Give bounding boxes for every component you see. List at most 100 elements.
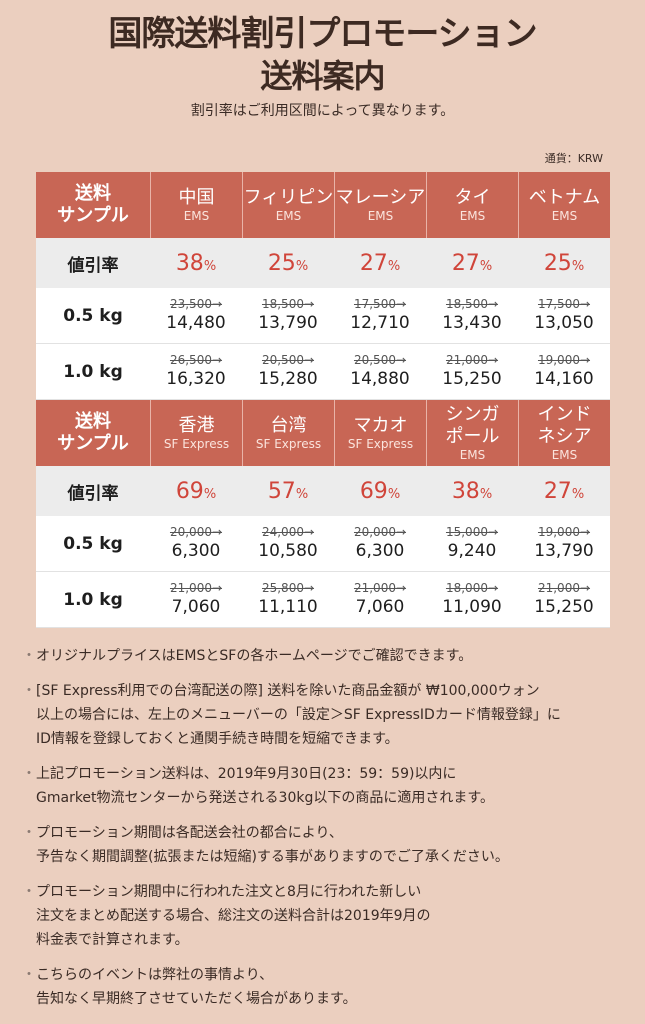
original-price: 15,000→ [445, 525, 499, 539]
discount-rate-cell: 27% [518, 466, 610, 516]
table-row: 0.5 kg 20,000→ 6,300 24,000→ 10,580 20,000→ 6,… [36, 516, 610, 572]
original-price: 20,500→ [353, 353, 407, 367]
list-item: ・プロモーション期間は各配送会社の都合により、 予告なく期間調整(拡張または短縮)… [22, 821, 622, 869]
list-item: ・プロモーション期間中に行われた注文と8月に行われた新しい 注文をまとめ配送する場… [22, 880, 622, 952]
price-cell: 21,000→ 7,060 [150, 572, 242, 627]
price-cell: 21,000→ 15,250 [518, 572, 610, 627]
table-header-row: 送料 サンプル 香港 SF Express 台湾 SF Express マカオ SF Expr… [36, 400, 610, 466]
carrier-name: EMS [551, 448, 578, 462]
original-price: 21,000→ [169, 581, 223, 595]
carrier-name: EMS [183, 209, 210, 223]
discounted-price: 13,790 [258, 313, 318, 333]
destination-header-cell: シンガ ポール EMS [426, 400, 518, 466]
note-text: プロモーション期間中に行われた注文と8月に行われた新しい [36, 884, 422, 900]
page-title: 国際送料割引プロモーション [108, 14, 537, 54]
note-text: こちらのイベントは弊社の事情より、 [36, 967, 274, 983]
note-text: 注文をまとめ配送する場合、総注文の送料合計は2019年9月の [36, 908, 431, 924]
destination-header-cell: インド ネシア EMS [518, 400, 610, 466]
percent-sign: % [479, 486, 493, 502]
discount-rate-cell: 27% [426, 238, 518, 288]
discount-rate-cell: 38% [150, 238, 242, 288]
carrier-name: EMS [459, 209, 486, 223]
destination-name: マカオ [353, 415, 408, 436]
destination-name: ポール [445, 426, 500, 447]
bullet-mark: ・ [22, 766, 36, 782]
note-text: プロモーション期間は各配送会社の都合により、 [36, 825, 343, 841]
list-item: ・こちらのイベントは弊社の事情より、 告知なく早期終了させていただく場合があります… [22, 963, 622, 1011]
note-text: オリジナルプライスはEMSとSFの各ホームページでご確認できます。 [36, 648, 473, 664]
note-text: 以上の場合には、左上のメニューバーの「設定＞SF ExpressIDカード情報登… [36, 707, 561, 723]
bullet-mark: ・ [22, 884, 36, 900]
discount-rate-label: 値引率 [67, 483, 119, 504]
destination-name: マレーシア [335, 187, 426, 208]
destination-header-cell: マカオ SF Express [334, 400, 426, 466]
note-text: 料金表で計算されます。 [36, 932, 189, 948]
percent-sign: % [203, 486, 217, 502]
discounted-price: 15,250 [442, 369, 502, 389]
destination-name: 香港 [178, 415, 215, 436]
list-item: ・オリジナルプライスはEMSとSFの各ホームページでご確認できます。 [22, 644, 622, 668]
discounted-price: 13,430 [442, 313, 502, 333]
weight-label: 1.0 kg [63, 589, 123, 610]
header-label-cell: 送料 サンプル [36, 400, 150, 466]
weight-label: 0.5 kg [63, 533, 123, 554]
discount-rate-row: 値引率 38% 25% 27% 27% 25% [36, 238, 610, 288]
list-item: ・上記プロモーション送料は、2019年9月30日(23：59：59)以内に Gma… [22, 762, 622, 810]
discounted-price: 11,090 [442, 597, 502, 617]
table-header-row: 送料 サンプル 中国 EMS フィリピン EMS マレーシア EMS タイ EMS ベトナム EMS [36, 172, 610, 238]
carrier-name: EMS [459, 448, 486, 462]
note-text: 上記プロモーション送料は、2019年9月30日(23：59：59)以内に [36, 766, 457, 782]
header-label-text: 送料 [75, 411, 111, 432]
percent-sign: % [295, 486, 309, 502]
discount-rate-value: 27% [451, 250, 493, 276]
price-cell: 19,000→ 14,160 [518, 344, 610, 399]
discount-rate-cell: 69% [150, 466, 242, 516]
original-price: 23,500→ [169, 297, 223, 311]
price-cell: 21,000→ 15,250 [426, 344, 518, 399]
destination-header-cell: タイ EMS [426, 172, 518, 238]
discount-rate-value: 38% [451, 478, 493, 504]
percent-sign: % [387, 258, 401, 274]
destination-name: シンガ [445, 404, 500, 425]
discounted-price: 6,300 [171, 541, 221, 561]
destination-header-cell: フィリピン EMS [242, 172, 334, 238]
carrier-name: SF Express [163, 437, 230, 451]
note-text: [SF Express利用での台湾配送の際] 送料を除いた商品金額が ₩100,… [36, 683, 540, 699]
carrier-name: EMS [367, 209, 394, 223]
destination-name: インド [537, 404, 592, 425]
destination-header-cell: 中国 EMS [150, 172, 242, 238]
bullet-mark: ・ [22, 825, 36, 841]
destination-name: タイ [454, 187, 491, 208]
discount-rate-value: 27% [359, 250, 401, 276]
discount-rate-value: 69% [359, 478, 401, 504]
discount-rate-row: 値引率 69% 57% 69% 38% 27% [36, 466, 610, 516]
discounted-price: 13,050 [534, 313, 594, 333]
header-label-cell: 送料 サンプル [36, 172, 150, 238]
price-cell: 21,000→ 7,060 [334, 572, 426, 627]
carrier-name: SF Express [347, 437, 414, 451]
destination-header-cell: 香港 SF Express [150, 400, 242, 466]
discounted-price: 14,880 [350, 369, 410, 389]
price-cell: 18,500→ 13,790 [242, 288, 334, 343]
percent-sign: % [203, 258, 217, 274]
currency-label: 通貨：KRW [544, 152, 603, 165]
price-cell: 18,500→ 13,430 [426, 288, 518, 343]
original-price: 21,000→ [353, 581, 407, 595]
original-price: 20,000→ [169, 525, 223, 539]
destination-name: フィリピン [243, 187, 334, 208]
destination-name: ベトナム [528, 187, 601, 208]
table-row: 1.0 kg 21,000→ 7,060 25,800→ 11,110 21,000→ 7,… [36, 572, 610, 628]
carrier-name: EMS [551, 209, 578, 223]
discount-rate-label: 値引率 [67, 255, 119, 276]
bullet-mark: ・ [22, 648, 36, 664]
original-price: 18,500→ [261, 297, 315, 311]
weight-label: 1.0 kg [63, 361, 123, 382]
note-text: ID情報を登録しておくと通関手続き時間を短縮できます。 [36, 731, 399, 747]
original-price: 20,500→ [261, 353, 315, 367]
bullet-mark: ・ [22, 683, 36, 699]
discount-rate-cell: 38% [426, 466, 518, 516]
shipping-rate-table: 送料 サンプル 中国 EMS フィリピン EMS マレーシア EMS タイ EMS ベトナム EMS 値… [36, 172, 610, 628]
discounted-price: 16,320 [166, 369, 226, 389]
discount-rate-cell: 69% [334, 466, 426, 516]
discount-rate-value: 57% [267, 478, 309, 504]
